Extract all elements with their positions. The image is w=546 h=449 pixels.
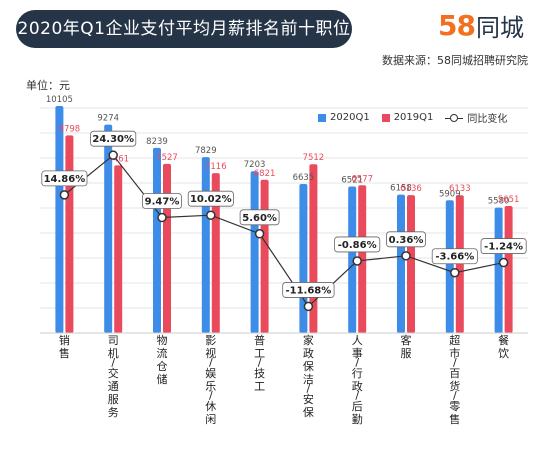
yoy-point [303, 301, 314, 312]
legend-line-marker-icon [445, 113, 464, 122]
legend-item-yoy: 同比变化 [445, 110, 507, 125]
bar-value-label-2020: 8239 [146, 137, 168, 147]
yoy-value-label: 9.47% [145, 197, 180, 208]
bar-value-label-2019: 7527 [156, 153, 178, 163]
bar-2020 [250, 171, 259, 333]
bar-value-label-2020: 10105 [46, 95, 73, 105]
category-label: 家政保洁/安保 [303, 333, 314, 419]
yoy-point [157, 212, 167, 223]
category-label: 影视/娱乐/休闲 [205, 334, 216, 426]
legend-label-yoy: 同比变化 [467, 114, 508, 125]
brand-name: 同城 [476, 14, 524, 42]
category-label: 客服 [401, 333, 412, 360]
bar-2019 [65, 135, 74, 333]
bar-value-label-2020: 6635 [293, 173, 315, 183]
bar-value-label-2019: 6136 [400, 184, 422, 194]
legend-label-2020: 2020Q1 [330, 112, 370, 123]
bar-2020 [55, 106, 64, 333]
bar-value-label-2020: 5909 [439, 189, 461, 199]
bar-2020 [201, 157, 210, 333]
bar-2020 [494, 207, 503, 333]
bar-2020 [104, 124, 113, 333]
bar-value-label-2019: 6821 [254, 169, 276, 179]
brand-logo: 58 同城 [438, 8, 524, 43]
bar-value-label-2019: 7116 [205, 162, 227, 172]
yoy-value-label: 24.30% [92, 134, 134, 145]
brand-number: 58 [438, 9, 476, 42]
yoy-label-box [41, 170, 88, 187]
bar-2019 [407, 195, 415, 333]
bar-2019 [260, 179, 269, 333]
category-label: 人事/行政/后勤 [352, 334, 363, 426]
yoy-point [59, 190, 70, 200]
chart-title: 2020年Q1企业支付平均月薪排名前十职位 [16, 10, 352, 48]
bar-2020 [348, 186, 357, 333]
yoy-point [352, 256, 362, 266]
bar-value-label-2019: 7512 [303, 153, 325, 163]
yoy-label-box [239, 209, 280, 226]
yoy-value-label: 14.86% [44, 174, 86, 185]
legend-item-2019: 2019Q1 [381, 112, 434, 123]
category-label: 普工/技工 [254, 333, 265, 393]
yoy-point [450, 267, 460, 278]
yoy-point [254, 229, 265, 239]
bar-value-label-2020: 6158 [390, 184, 412, 194]
bar-2019 [163, 163, 171, 333]
bar-value-label-2020: 5580 [488, 197, 510, 207]
yoy-value-label: 10.02% [190, 194, 232, 205]
legend-swatch-red [381, 113, 390, 122]
yoy-line [64, 154, 504, 308]
legend-label-2019: 2019Q1 [393, 112, 434, 123]
yoy-value-label: -11.68% [285, 285, 331, 296]
yoy-point [498, 257, 509, 268]
category-label: 物流仓储 [157, 333, 168, 386]
bar-2020 [299, 183, 308, 333]
unit-label: 单位：元 [26, 79, 70, 92]
category-label: 司机/交通服务 [108, 334, 119, 419]
bar-value-label-2020: 7829 [195, 146, 217, 156]
category-label: 销售 [59, 333, 70, 360]
bar-value-label-2019: 5651 [498, 195, 520, 205]
yoy-value-label: -0.86% [338, 240, 377, 251]
yoy-label-box [386, 231, 426, 248]
bar-value-label-2020: 6521 [341, 176, 363, 186]
legend-swatch-blue [318, 113, 326, 122]
bar-value-label-2020: 9274 [97, 114, 119, 124]
yoy-value-label: 5.60% [242, 213, 277, 224]
yoy-label-box [187, 190, 234, 207]
yoy-value-label: -3.66% [435, 252, 474, 263]
category-label: 超市/百货/零售 [449, 333, 460, 426]
bar-2020 [397, 194, 405, 333]
bar-2020 [153, 147, 161, 333]
bar-value-label-2019: 7461 [107, 154, 129, 164]
bar-value-label-2019: 6133 [449, 184, 471, 194]
data-source: 数据来源：58同城招聘研究院 [382, 54, 528, 67]
bar-value-label-2019: 8798 [59, 124, 81, 134]
yoy-label-box [282, 282, 335, 298]
category-label: 餐饮 [498, 333, 509, 360]
yoy-label-box [90, 130, 137, 147]
yoy-label-box [142, 193, 182, 209]
bar-2019 [358, 185, 367, 333]
bar-2019 [504, 206, 513, 333]
bar-value-label-2020: 7203 [244, 160, 266, 170]
legend-item-2020: 2020Q1 [318, 112, 370, 123]
yoy-point [401, 251, 411, 261]
yoy-point [108, 150, 118, 160]
yoy-value-label: -1.24% [484, 242, 523, 253]
bar-value-label-2019: 6577 [351, 174, 373, 184]
yoy-value-label: 0.36% [389, 235, 424, 246]
bar-2020 [445, 200, 454, 333]
yoy-label-box [334, 236, 381, 253]
yoy-label-box [480, 238, 527, 254]
yoy-point [206, 210, 216, 220]
chart-legend: 2020Q1 2019Q1 同比变化 [318, 110, 519, 125]
bar-2019 [114, 165, 123, 333]
yoy-label-box [431, 248, 478, 265]
